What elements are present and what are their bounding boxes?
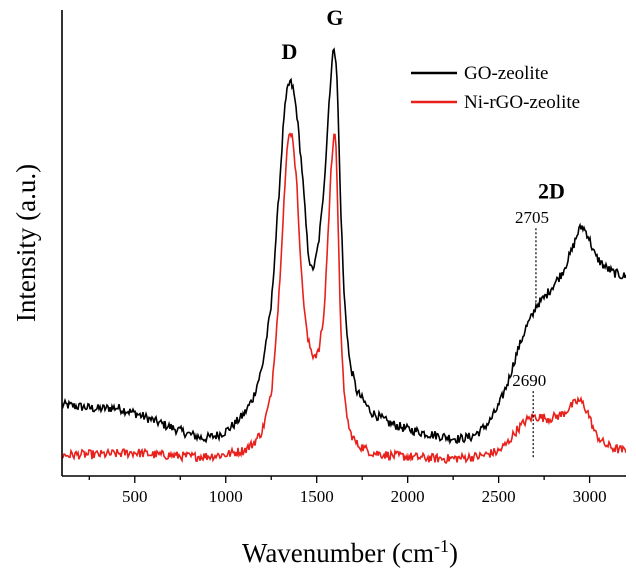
x-tick-label: 1000 xyxy=(209,487,243,506)
series-line-go-zeolite xyxy=(62,47,626,445)
x-axis-title-close: ) xyxy=(449,538,458,568)
series-line-ni-rgo-zeolite xyxy=(62,132,626,465)
legend-label-ni-rgo-zeolite: Ni-rGO-zeolite xyxy=(464,92,580,113)
annotation-label-2705: 2705 xyxy=(515,208,549,227)
peak-label-2d: 2D xyxy=(538,179,565,204)
annotation-label-2690: 2690 xyxy=(512,371,546,390)
legend: GO-zeolite Ni-rGO-zeolite xyxy=(411,63,580,113)
x-tick-label: 3000 xyxy=(573,487,607,506)
x-axis-title-sup: -1 xyxy=(434,536,449,556)
x-tick-label: 1500 xyxy=(300,487,334,506)
x-tick-label: 500 xyxy=(122,487,148,506)
peak-label-d: D xyxy=(281,39,297,64)
x-axis-title: Wavenumber (cm-1) xyxy=(242,536,458,568)
peak-label-g: G xyxy=(326,5,343,30)
y-axis-title: Intensity (a.u.) xyxy=(11,164,41,322)
x-axis-title-main: Wavenumber (cm xyxy=(242,538,434,568)
legend-label-go-zeolite: GO-zeolite xyxy=(464,63,548,84)
x-tick-label: 2000 xyxy=(391,487,425,506)
x-tick-label: 2500 xyxy=(482,487,516,506)
